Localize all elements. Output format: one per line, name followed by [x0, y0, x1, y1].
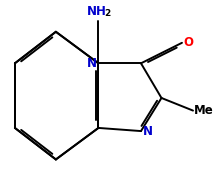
Text: 2: 2 — [105, 9, 111, 18]
Text: N: N — [87, 57, 97, 70]
Text: Me: Me — [194, 104, 214, 117]
Text: N: N — [142, 125, 152, 138]
Text: NH: NH — [87, 5, 107, 18]
Text: O: O — [184, 36, 194, 49]
